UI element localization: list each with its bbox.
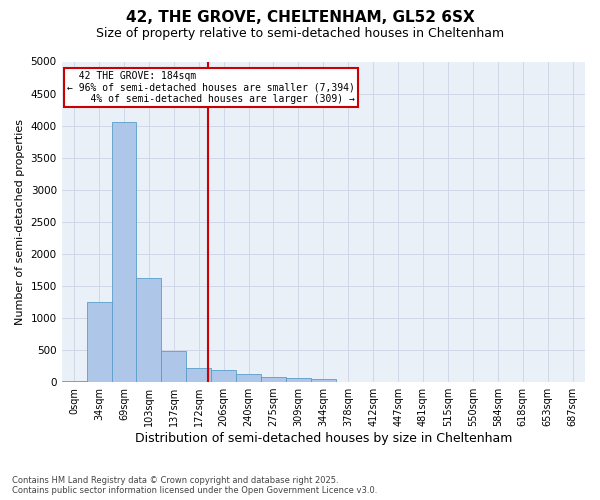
Bar <box>112 122 136 382</box>
Bar <box>86 302 112 382</box>
Bar <box>286 378 311 382</box>
X-axis label: Distribution of semi-detached houses by size in Cheltenham: Distribution of semi-detached houses by … <box>134 432 512 445</box>
Text: 42, THE GROVE, CHELTENHAM, GL52 6SX: 42, THE GROVE, CHELTENHAM, GL52 6SX <box>125 10 475 25</box>
Bar <box>161 352 186 382</box>
Bar <box>62 381 86 382</box>
Y-axis label: Number of semi-detached properties: Number of semi-detached properties <box>15 119 25 325</box>
Bar <box>211 370 236 382</box>
Text: Size of property relative to semi-detached houses in Cheltenham: Size of property relative to semi-detach… <box>96 28 504 40</box>
Bar <box>186 368 211 382</box>
Text: Contains HM Land Registry data © Crown copyright and database right 2025.
Contai: Contains HM Land Registry data © Crown c… <box>12 476 377 495</box>
Bar <box>136 278 161 382</box>
Bar <box>261 377 286 382</box>
Bar <box>311 379 336 382</box>
Bar <box>236 374 261 382</box>
Text: 42 THE GROVE: 184sqm
← 96% of semi-detached houses are smaller (7,394)
    4% of: 42 THE GROVE: 184sqm ← 96% of semi-detac… <box>67 71 355 104</box>
